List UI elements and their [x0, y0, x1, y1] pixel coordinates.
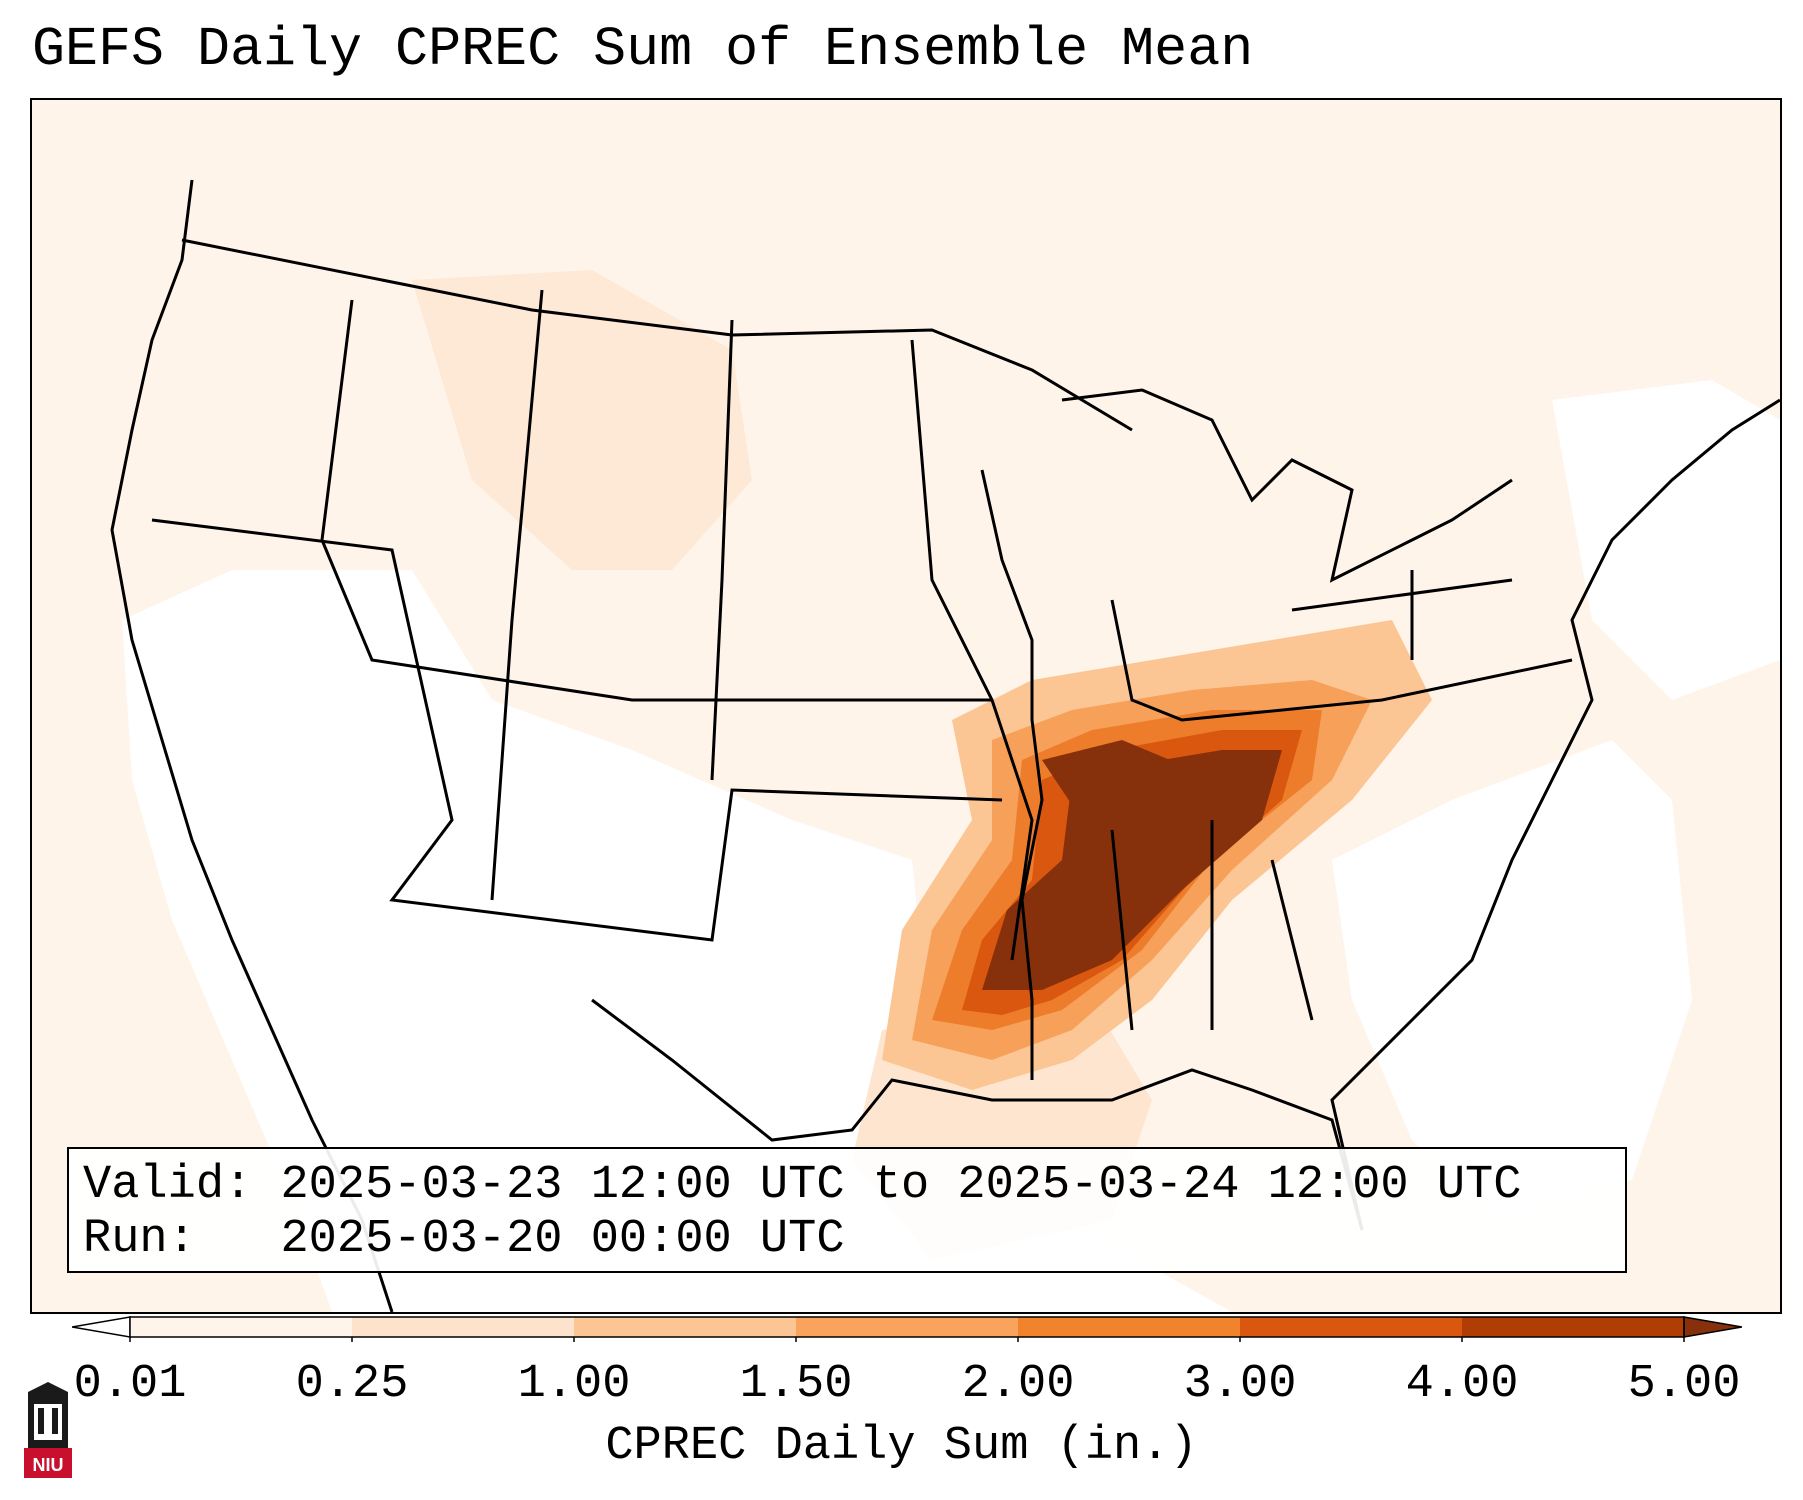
great-lakes	[1061, 388, 1513, 583]
no-precip-area-southeast	[1332, 740, 1692, 1220]
boundaries	[110, 179, 1780, 1312]
niu-logo: NIU	[24, 1382, 72, 1478]
colorbar-tick-label: 1.00	[517, 1358, 631, 1411]
colorbar-tick-label: 2.00	[961, 1358, 1075, 1411]
valid-label: Valid:	[83, 1159, 253, 1212]
state-lines-1	[320, 299, 992, 702]
valid-text: 2025-03-23 12:00 UTC to 2025-03-24 12:00…	[280, 1159, 1522, 1212]
rockies-light-precip	[412, 270, 752, 570]
map-canvas	[32, 100, 1780, 1312]
colorbar-segment	[1462, 1317, 1685, 1337]
colorbar-extend-high	[1683, 1316, 1742, 1338]
run-line: Run: 2025-03-20 00:00 UTC	[83, 1213, 1611, 1267]
map-title: GEFS Daily CPREC Sum of Ensemble Mean	[32, 18, 1254, 81]
colorbar-tick-label: 0.01	[73, 1358, 187, 1411]
precip-map	[30, 98, 1782, 1314]
colorbar-tick-label: 0.25	[295, 1358, 409, 1411]
logo-red-band	[24, 1448, 72, 1478]
colorbar-segment	[574, 1317, 797, 1337]
colorbar-label: CPREC Daily Sum (in.)	[605, 1420, 1198, 1473]
colorbar-segment	[1240, 1317, 1463, 1337]
colorbar-segment	[796, 1317, 1019, 1337]
light-precip-shading	[32, 100, 1780, 1312]
colorbar-tick-label: 4.00	[1405, 1358, 1519, 1411]
logo-text: NIU	[33, 1455, 64, 1475]
colorbar-extend-low	[72, 1316, 131, 1338]
valid-run-box: Valid: 2025-03-23 12:00 UTC to 2025-03-2…	[67, 1147, 1627, 1273]
state-lines-2	[151, 518, 1003, 942]
state-lines-6	[1110, 599, 1573, 722]
state-lines-4	[710, 319, 734, 781]
state-lines-5	[910, 339, 1034, 961]
colorbar-segment	[352, 1317, 575, 1337]
colorbar	[72, 1316, 1742, 1342]
state-lines-3	[490, 289, 544, 901]
run-text: 2025-03-20 00:00 UTC	[280, 1213, 845, 1266]
colorbar-tick-label: 1.50	[739, 1358, 853, 1411]
state-lines-8	[1291, 570, 1513, 660]
east-coast	[1330, 398, 1780, 1231]
state-lines-7	[1110, 820, 1314, 1031]
canada-border	[181, 238, 1133, 432]
valid-line: Valid: 2025-03-23 12:00 UTC to 2025-03-2…	[83, 1159, 1611, 1213]
colorbar-segment	[1018, 1317, 1241, 1337]
colorbar-tick-label: 5.00	[1627, 1358, 1741, 1411]
west-coast	[110, 179, 394, 1312]
mississippi-river	[980, 469, 1044, 1080]
colorbar-tick-label: 3.00	[1183, 1358, 1297, 1411]
colorbar-segment	[130, 1317, 353, 1337]
no-precip-area-atlantic	[1552, 380, 1780, 700]
gulf-coast	[591, 998, 1364, 1231]
run-label: Run:	[83, 1213, 196, 1266]
